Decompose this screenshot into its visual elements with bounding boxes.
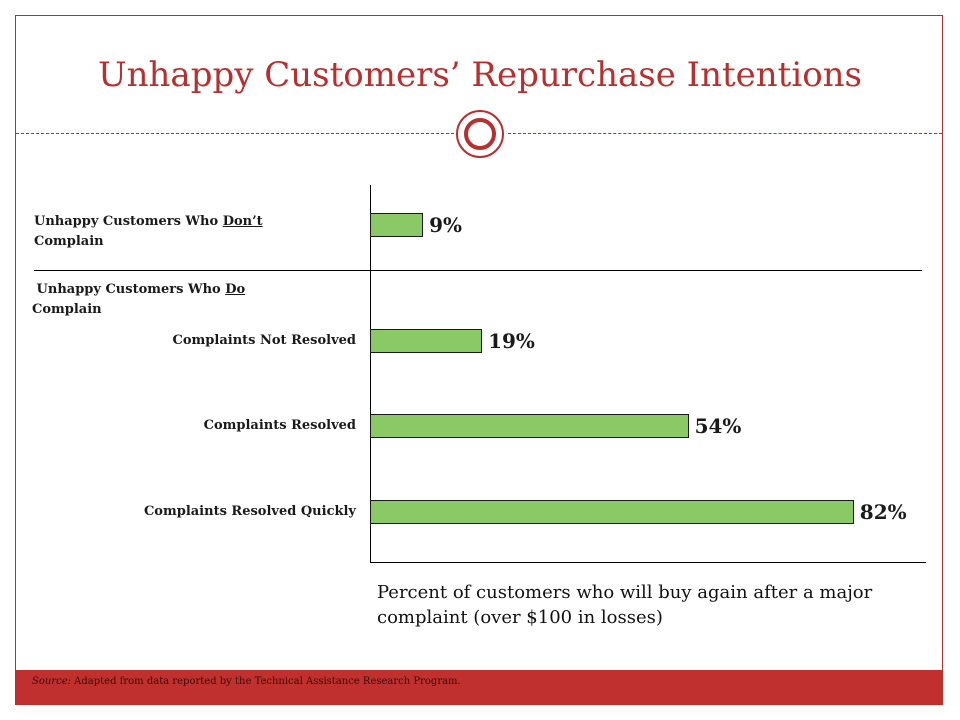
title-divider-left <box>16 133 454 134</box>
bar-value-label-0: 9% <box>429 213 463 237</box>
slide-title: Unhappy Customers’ Repurchase Intentions <box>97 55 863 95</box>
category-label-1: Complaints Not Resolved <box>172 333 356 348</box>
slide-frame <box>15 15 943 705</box>
source-label: Source: <box>32 676 71 687</box>
group-dont-suffix: Complain <box>34 234 104 249</box>
chart-caption: Percent of customers who will buy again … <box>377 582 873 628</box>
x-axis-line <box>370 562 926 563</box>
source-note: Source: Adapted from data reported by th… <box>32 676 461 687</box>
group-separator-line <box>34 270 922 271</box>
group-dont-emphasis: Don’t <box>222 214 263 229</box>
title-divider-right <box>508 133 942 134</box>
bar-1 <box>370 329 483 353</box>
bar-2 <box>370 414 689 438</box>
bar-value-label-2: 54% <box>694 414 742 438</box>
group-do-prefix: Unhappy Customers Who <box>36 282 226 297</box>
bar-3 <box>370 500 854 524</box>
source-text: Adapted from data reported by the Techni… <box>74 676 461 687</box>
group-label-do-complain: Unhappy Customers Who Do Complain <box>32 280 312 320</box>
category-label-3: Complaints Resolved Quickly <box>143 504 356 519</box>
group-label-dont-complain: Unhappy Customers Who Don’t Complain <box>34 212 314 252</box>
y-axis-line <box>370 185 371 563</box>
bar-value-label-3: 82% <box>859 500 907 524</box>
group-do-suffix: Complain <box>32 302 102 317</box>
circle-ornament-inner <box>464 118 496 150</box>
bar-value-label-1: 19% <box>488 329 535 353</box>
circle-ornament-icon <box>456 110 504 158</box>
category-label-2: Complaints Resolved <box>203 418 356 433</box>
group-do-emphasis: Do <box>225 282 246 297</box>
group-dont-prefix: Unhappy Customers Who <box>34 214 223 229</box>
bar-0 <box>370 213 424 237</box>
source-footer-bar <box>16 670 942 704</box>
